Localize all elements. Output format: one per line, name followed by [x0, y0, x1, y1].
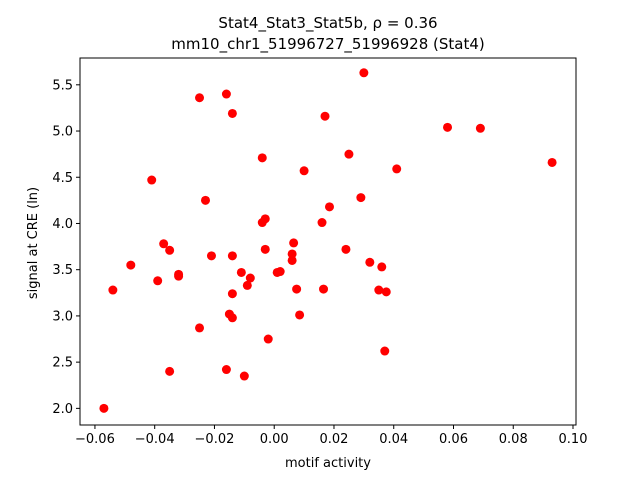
data-point-49 — [380, 346, 390, 356]
y-tick-label: 3.5 — [52, 263, 73, 278]
data-point-27 — [260, 214, 270, 224]
data-point-13 — [206, 251, 216, 261]
data-point-15 — [221, 365, 231, 375]
data-point-1 — [108, 285, 118, 295]
data-point-32 — [287, 249, 297, 259]
data-point-50 — [381, 287, 391, 297]
data-point-37 — [299, 166, 309, 176]
y-tick-label: 2.0 — [52, 402, 73, 417]
data-point-45 — [359, 68, 369, 78]
data-point-41 — [324, 202, 334, 212]
y-tick-label: 5.0 — [52, 125, 73, 140]
data-point-12 — [200, 195, 210, 205]
data-point-47 — [374, 285, 384, 295]
data-point-42 — [341, 244, 351, 254]
x-tick-label: 0.04 — [379, 432, 408, 447]
x-axis-label: motif activity — [285, 456, 371, 471]
data-point-0 — [99, 403, 109, 413]
x-tick-label: −0.02 — [195, 432, 235, 447]
x-axis-ticks: −0.06 −0.04 −0.02 0.00 0.02 0.04 0.06 0.08 0.10 — [75, 425, 587, 447]
data-point-4 — [153, 276, 163, 286]
data-point-5 — [159, 239, 169, 249]
data-point-3 — [147, 175, 157, 185]
data-point-7 — [165, 366, 175, 376]
data-point-17 — [227, 108, 237, 118]
data-point-20 — [227, 313, 237, 323]
data-point-21 — [236, 267, 246, 277]
chart-title-line2: mm10_chr1_51996727_51996928 (Stat4) — [171, 35, 484, 54]
data-point-36 — [295, 310, 305, 320]
data-point-46 — [365, 257, 375, 267]
data-point-22 — [239, 371, 249, 381]
data-point-28 — [260, 244, 270, 254]
y-tick-label: 5.5 — [52, 78, 73, 93]
y-axis-ticks: 2.0 2.5 3.0 3.5 4.0 4.5 5.0 5.5 — [52, 78, 80, 417]
x-tick-label: 0.00 — [260, 432, 289, 447]
data-point-23 — [242, 280, 252, 290]
data-point-40 — [320, 111, 330, 121]
y-tick-label: 4.5 — [52, 171, 73, 186]
data-point-24 — [245, 273, 255, 283]
x-tick-label: 0.08 — [499, 432, 528, 447]
data-point-18 — [227, 251, 237, 261]
data-point-11 — [195, 323, 205, 333]
data-point-31 — [275, 267, 285, 277]
data-point-39 — [319, 284, 329, 294]
data-point-6 — [165, 245, 175, 255]
x-tick-label: 0.10 — [559, 432, 588, 447]
y-tick-label: 4.0 — [52, 217, 73, 232]
data-point-2 — [126, 260, 136, 270]
x-tick-label: −0.06 — [75, 432, 115, 447]
chart-title-line1: Stat4_Stat3_Stat5b, ρ = 0.36 — [218, 14, 437, 33]
data-point-51 — [392, 164, 402, 174]
data-point-9 — [174, 271, 184, 281]
data-point-38 — [317, 218, 327, 228]
data-point-25 — [257, 153, 267, 163]
data-point-54 — [547, 157, 557, 167]
x-tick-label: −0.04 — [135, 432, 175, 447]
x-tick-label: 0.06 — [439, 432, 468, 447]
data-point-43 — [344, 149, 354, 159]
data-point-14 — [221, 89, 231, 99]
data-points — [99, 68, 557, 413]
data-point-48 — [377, 262, 387, 272]
y-axis-label: signal at CRE (ln) — [26, 187, 41, 299]
data-point-34 — [289, 238, 299, 248]
y-tick-label: 3.0 — [52, 309, 73, 324]
data-point-35 — [292, 284, 302, 294]
data-point-10 — [195, 93, 205, 103]
data-point-53 — [475, 123, 485, 133]
plot-area-frame — [79, 57, 577, 426]
data-point-52 — [443, 122, 453, 132]
data-point-19 — [227, 289, 237, 299]
data-point-33 — [287, 255, 297, 265]
x-tick-label: 0.02 — [319, 432, 348, 447]
data-point-44 — [356, 193, 366, 203]
y-tick-label: 2.5 — [52, 356, 73, 371]
data-point-29 — [263, 334, 273, 344]
